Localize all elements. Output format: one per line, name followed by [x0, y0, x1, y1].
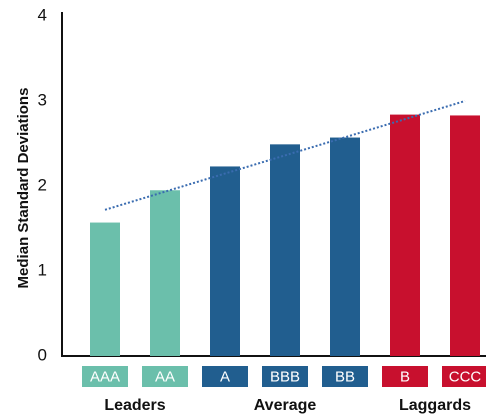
category-label-box — [202, 366, 248, 387]
category-label-text: B — [400, 368, 410, 385]
category-label-a: A — [202, 366, 248, 387]
category-label-bb: BB — [322, 366, 368, 387]
category-label-text: AA — [155, 368, 175, 385]
bar-aaa — [90, 222, 120, 356]
y-axis-label: Median Standard Deviations — [15, 88, 32, 289]
group-label-average: Average — [254, 397, 317, 414]
bar-aa — [150, 190, 180, 356]
y-tick-label: 3 — [38, 90, 47, 109]
category-label-text: CCC — [449, 368, 482, 385]
trend-line — [104, 100, 466, 211]
y-tick-label: 4 — [38, 5, 47, 24]
category-label-box — [82, 366, 128, 387]
bar-ccc — [450, 115, 480, 356]
group-label-laggards: Laggards — [399, 397, 471, 414]
category-label-bbb: BBB — [262, 366, 308, 387]
y-axis-ticks: 0 1 2 3 4 — [38, 5, 47, 364]
category-label-box — [442, 366, 486, 387]
group-label-leaders: Leaders — [104, 397, 165, 414]
y-tick-label: 1 — [38, 260, 47, 279]
bar-bbb — [270, 144, 300, 356]
y-tick-label: 0 — [38, 345, 47, 364]
bars — [90, 114, 480, 356]
category-label-box — [322, 366, 368, 387]
category-label-text: AAA — [90, 368, 120, 385]
category-label-ccc: CCC — [442, 366, 486, 387]
category-label-text: BBB — [270, 368, 300, 385]
category-label-text: BB — [335, 368, 355, 385]
category-label-box — [262, 366, 308, 387]
category-label-aa: AA — [142, 366, 188, 387]
bar-b — [390, 114, 420, 356]
category-label-aaa: AAA — [82, 366, 128, 387]
category-label-box — [382, 366, 428, 387]
category-labels: AAA AA A BBB BB B CCC — [82, 366, 486, 387]
group-labels: Leaders Average Laggards — [104, 397, 471, 414]
bar-a — [210, 166, 240, 356]
category-label-box — [142, 366, 188, 387]
category-label-b: B — [382, 366, 428, 387]
bar-bb — [330, 137, 360, 356]
category-label-text: A — [220, 368, 230, 385]
y-tick-label: 2 — [38, 175, 47, 194]
